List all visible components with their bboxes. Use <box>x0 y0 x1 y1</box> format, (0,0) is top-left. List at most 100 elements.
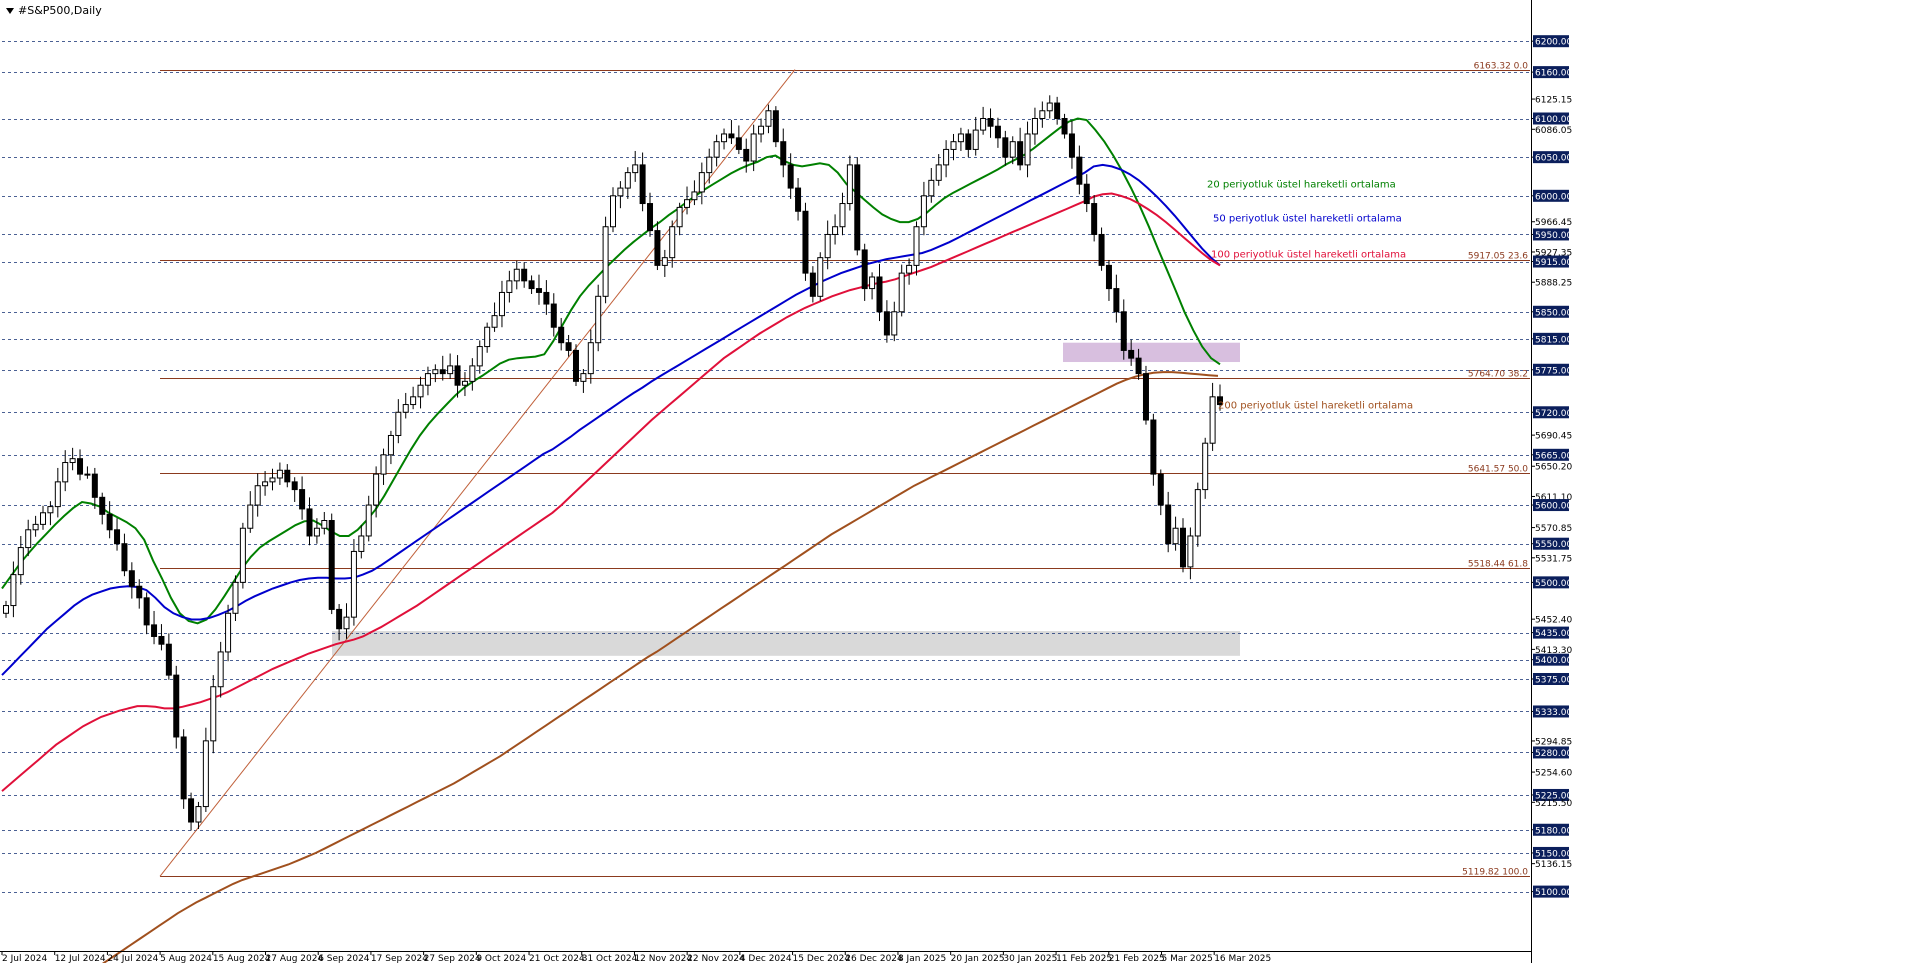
candle-body <box>10 574 17 607</box>
candle-body <box>1031 118 1038 135</box>
candle-body <box>1113 288 1120 313</box>
price-label: 5180.00 <box>1535 826 1572 836</box>
price-label: 5150.00 <box>1535 849 1572 859</box>
date-label: 27 Aug 2024 <box>266 954 324 963</box>
candle-body <box>654 230 661 266</box>
price-label-box <box>1533 626 1569 639</box>
candle-body <box>202 740 209 808</box>
price-label: 5966.45 <box>1535 218 1572 228</box>
ma-label: 20 periyotluk üstel hareketli ortalama <box>1207 179 1396 190</box>
candle-body <box>91 473 98 498</box>
fibonacci-level-label: 5917.05 23.6 <box>1468 252 1528 262</box>
candle-body <box>387 434 394 456</box>
date-label: 20 Jan 2025 <box>951 954 1005 963</box>
candle-body <box>461 380 468 386</box>
candle-body <box>980 118 987 131</box>
price-label: 5570.85 <box>1535 524 1572 534</box>
candle-body <box>25 529 32 549</box>
price-label-box <box>1533 846 1569 859</box>
candle-body <box>950 141 957 150</box>
candle-body <box>380 454 387 475</box>
candle-body <box>624 172 631 189</box>
candle-body <box>410 396 417 406</box>
price-label: 5665.00 <box>1535 451 1572 461</box>
ma-label: 50 periyotluk üstel hareketli ortalama <box>1213 213 1402 224</box>
date-label: 27 Sep 2024 <box>424 954 481 963</box>
date-label: 31 Oct 2024 <box>582 954 638 963</box>
candle-body <box>521 268 528 282</box>
candle-body <box>1128 349 1135 359</box>
resistance-zone <box>1063 342 1240 363</box>
candle-body <box>1054 102 1061 120</box>
date-label: 30 Jan 2025 <box>1003 954 1057 963</box>
date-label: 15 Aug 2024 <box>213 954 271 963</box>
price-label: 5927.35 <box>1535 248 1572 258</box>
candle-body <box>165 643 172 676</box>
candle-body <box>669 226 676 259</box>
candle-body <box>1202 442 1209 491</box>
candle-body <box>891 311 898 336</box>
price-label-box <box>1533 363 1569 376</box>
candle-body <box>1061 118 1068 135</box>
candle-body <box>780 141 787 166</box>
fibonacci-level-label: 5641.57 50.0 <box>1468 465 1528 475</box>
price-label-box <box>1533 228 1569 241</box>
price-label: 5375.00 <box>1535 675 1572 685</box>
symbol-text: #S&P500,Daily <box>18 4 102 17</box>
candle-body <box>987 118 994 127</box>
price-label: 5600.00 <box>1535 502 1572 512</box>
candle-body <box>439 369 446 375</box>
candle-body <box>395 411 402 436</box>
candle-body <box>32 523 39 531</box>
date-label: 26 Dec 2024 <box>845 954 903 963</box>
dropdown-triangle-icon[interactable] <box>6 8 14 14</box>
price-label: 6100.00 <box>1535 115 1572 125</box>
candle-body <box>1009 141 1016 158</box>
symbol-title: #S&P500,Daily <box>6 4 102 17</box>
candle-body <box>602 226 609 297</box>
date-label: 24 Jul 2024 <box>107 954 158 963</box>
candle-body <box>772 110 779 143</box>
candle-body <box>639 164 646 205</box>
candle-body <box>158 635 165 645</box>
price-label: 6125.15 <box>1535 96 1572 106</box>
fibonacci-level-label: 5119.82 100.0 <box>1462 868 1528 878</box>
price-label-box <box>1533 305 1569 318</box>
candle-body <box>432 369 439 375</box>
date-label: 15 Dec 2024 <box>793 954 851 963</box>
candle-body <box>299 489 306 510</box>
candle-body <box>883 311 890 336</box>
candle-body <box>136 585 143 599</box>
candle-body <box>817 257 824 297</box>
price-label-box <box>1533 746 1569 759</box>
candle-body <box>121 543 128 572</box>
candle-body <box>1217 396 1223 406</box>
candle-body <box>210 686 217 742</box>
candle-body <box>906 264 913 274</box>
candle-body <box>336 608 343 630</box>
gridlines-layer <box>2 41 1530 893</box>
candle-body <box>580 373 587 382</box>
date-label: 21 Feb 2025 <box>1109 954 1165 963</box>
candle-body <box>1105 264 1112 290</box>
candle-body <box>262 481 269 487</box>
candle-body <box>284 469 291 483</box>
candle-body <box>972 129 979 150</box>
candle-body <box>143 597 150 626</box>
price-label: 5720.00 <box>1535 409 1572 419</box>
candle-body <box>846 164 853 205</box>
price-label-box <box>1533 151 1569 164</box>
candle-body <box>84 473 91 476</box>
candle-body <box>1179 527 1186 568</box>
candle-body <box>713 141 720 158</box>
price-label: 5294.85 <box>1535 737 1572 747</box>
candle-body <box>943 148 950 166</box>
candle-body <box>1194 489 1201 537</box>
candle-body <box>402 404 409 413</box>
candle-body <box>343 616 350 630</box>
candle-body <box>3 605 9 614</box>
candle-body <box>898 272 905 313</box>
